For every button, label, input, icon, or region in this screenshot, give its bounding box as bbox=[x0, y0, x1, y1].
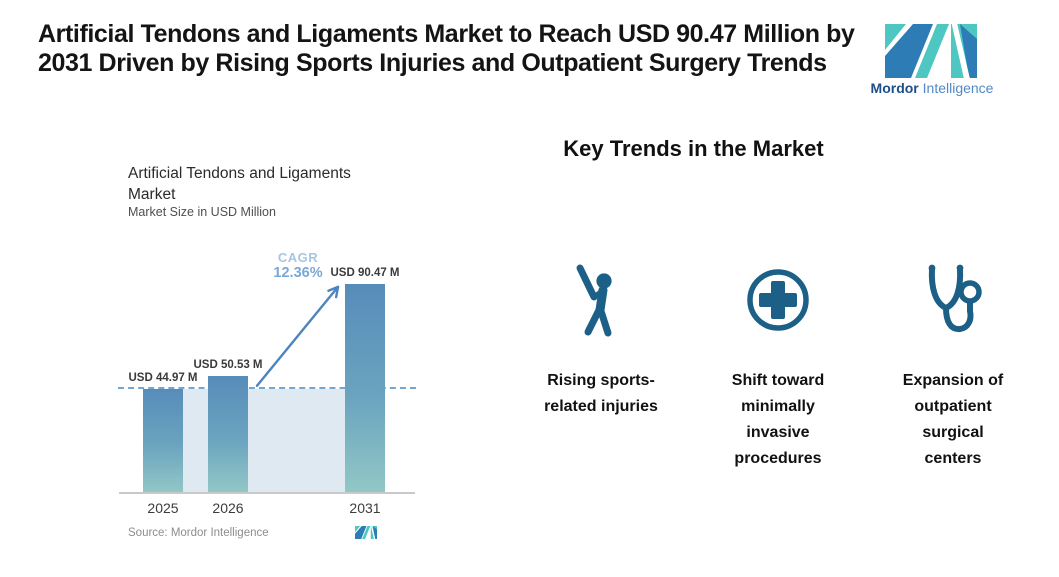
key-trends-heading: Key Trends in the Market bbox=[563, 136, 824, 161]
trend-label: Shift toward minimally invasive procedur… bbox=[731, 372, 825, 467]
x-axis-label: 2031 bbox=[349, 500, 381, 516]
trend-label: Expansion of outpatient surgical centers bbox=[902, 372, 1004, 467]
bar-value-label: USD 50.53 M bbox=[193, 358, 263, 371]
stethoscope-icon bbox=[928, 264, 982, 333]
bar-2026 bbox=[208, 375, 248, 492]
page-title: Artificial Tendons and Ligaments Market … bbox=[38, 20, 855, 77]
trend-item-minimally-invasive: Shift toward minimally invasive procedur… bbox=[688, 260, 868, 472]
bar-value-label: USD 44.97 M bbox=[128, 371, 198, 384]
chart-plot: CAGR 12.36% USD 44.97 M 2025 USD 50.53 M 20… bbox=[118, 250, 416, 516]
x-axis-label: 2025 bbox=[147, 500, 179, 516]
mordor-logo-small-icon bbox=[355, 526, 377, 539]
cagr-label: CAGR bbox=[277, 250, 319, 265]
brand-logo: Mordor Intelligence bbox=[871, 24, 1015, 96]
brand-name: Mordor Intelligence bbox=[867, 80, 997, 96]
baseline-dashed-line bbox=[118, 386, 416, 389]
source-note: Source: Mordor Intelligence bbox=[128, 527, 269, 539]
bar-2025 bbox=[143, 388, 183, 492]
cagr-annotation: CAGR 12.36% bbox=[261, 250, 335, 281]
baseline-band bbox=[143, 388, 385, 492]
trend-item-sports-injuries: Rising sports-related injuries bbox=[511, 260, 691, 420]
trend-item-outpatient-centers: Expansion of outpatient surgical centers bbox=[863, 260, 1043, 472]
x-axis-line bbox=[119, 492, 415, 494]
bar-2031 bbox=[345, 283, 385, 492]
brand-name-bold: Mordor bbox=[870, 80, 919, 96]
chart-subtitle: Market Size in USD Million bbox=[128, 205, 276, 219]
baseball-batter-icon bbox=[576, 264, 612, 337]
mordor-logo-icon bbox=[885, 24, 977, 78]
trend-label: Rising sports-related injuries bbox=[544, 372, 658, 415]
bar-value-label: USD 90.47 M bbox=[330, 266, 400, 279]
chart-title: Artificial Tendons and Ligaments Market bbox=[128, 165, 351, 203]
cagr-value: 12.36% bbox=[273, 265, 323, 281]
x-axis-label: 2026 bbox=[212, 500, 244, 516]
brand-name-light: Intelligence bbox=[922, 80, 994, 96]
medical-cross-icon bbox=[747, 269, 809, 331]
